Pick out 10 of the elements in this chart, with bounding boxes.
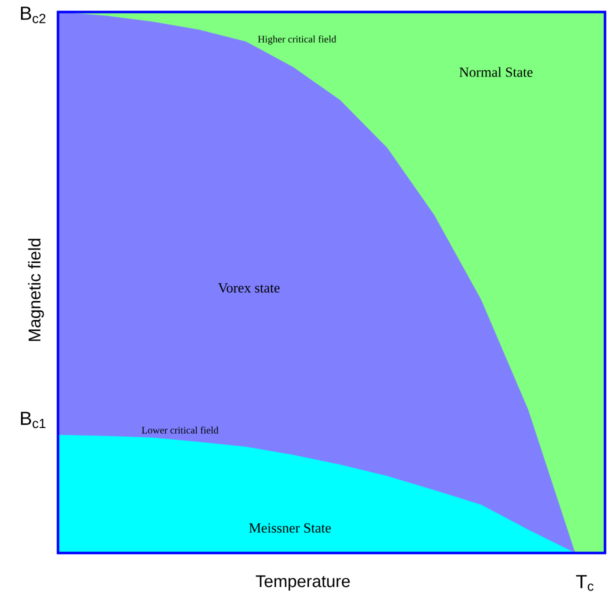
- text: T$_{c}$: [576, 575, 594, 591]
- series-label: Meissner State: [249, 523, 331, 533]
- x-axis-title: Temperature: [256, 575, 350, 591]
- series-label: Vorex state: [218, 283, 280, 293]
- y-axis-title: Magnetic field: [28, 238, 44, 341]
- annotation: Lower critical field: [142, 426, 218, 434]
- annotation: Higher critical field: [258, 35, 336, 45]
- band-label: Normal State: [459, 67, 533, 77]
- text: B$_{c2}$: [20, 6, 46, 24]
- text: B$_{c1}$: [20, 412, 46, 428]
